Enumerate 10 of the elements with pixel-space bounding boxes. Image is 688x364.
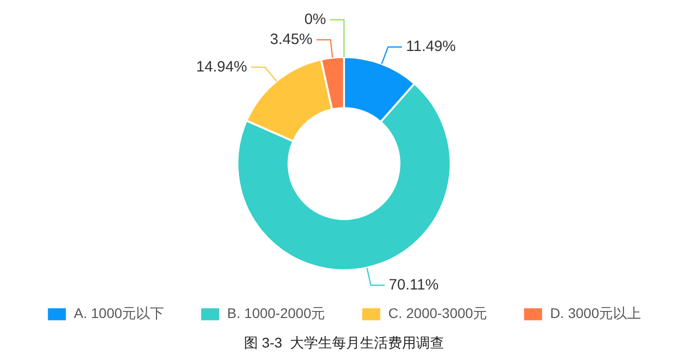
- legend-label: B. 1000-2000元: [227, 305, 326, 322]
- legend-label: D. 3000元以上: [550, 305, 642, 322]
- data-label: 14.94%: [196, 58, 248, 76]
- data-label: 70.11%: [388, 276, 439, 294]
- text: 0%: [304, 10, 326, 28]
- text: 图 3-3 大学生每月生活费用调查: [244, 334, 444, 350]
- legend-label: C. 2000-3000元: [388, 305, 488, 322]
- legend-label: A. 1000元以下: [74, 305, 164, 322]
- data-label: 11.49%: [406, 38, 456, 56]
- data-label: 3.45%: [270, 30, 313, 48]
